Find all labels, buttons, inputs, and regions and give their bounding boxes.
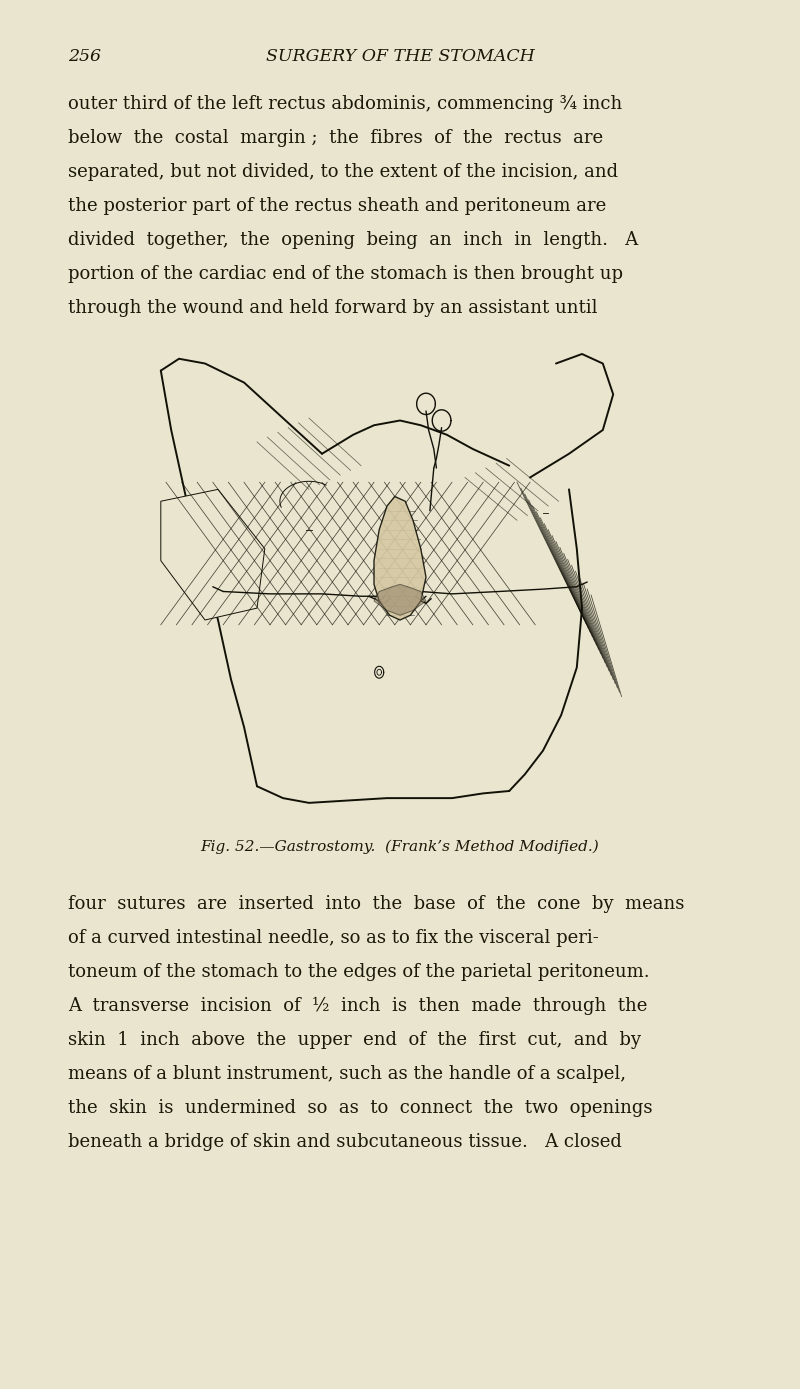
Text: below  the  costal  margin ;  the  fibres  of  the  rectus  are: below the costal margin ; the fibres of … — [68, 129, 603, 147]
Text: separated, but not divided, to the extent of the incision, and: separated, but not divided, to the exten… — [68, 163, 618, 181]
Text: the posterior part of the rectus sheath and peritoneum are: the posterior part of the rectus sheath … — [68, 197, 606, 215]
Text: Fig. 52.—Gastrostomy.  (Frank’s Method Modified.): Fig. 52.—Gastrostomy. (Frank’s Method Mo… — [201, 840, 599, 854]
Text: SURGERY OF THE STOMACH: SURGERY OF THE STOMACH — [266, 49, 534, 65]
Text: skin  1  inch  above  the  upper  end  of  the  first  cut,  and  by: skin 1 inch above the upper end of the f… — [68, 1031, 641, 1049]
Text: means of a blunt instrument, such as the handle of a scalpel,: means of a blunt instrument, such as the… — [68, 1065, 626, 1083]
Text: through the wound and held forward by an assistant until: through the wound and held forward by an… — [68, 299, 598, 317]
Text: the  skin  is  undermined  so  as  to  connect  the  two  openings: the skin is undermined so as to connect … — [68, 1099, 653, 1117]
Text: A  transverse  incision  of  ½  inch  is  then  made  through  the: A transverse incision of ½ inch is then … — [68, 997, 647, 1015]
Text: of a curved intestinal needle, so as to fix the visceral peri-: of a curved intestinal needle, so as to … — [68, 929, 598, 947]
Text: 256: 256 — [68, 49, 101, 65]
Text: divided  together,  the  opening  being  an  inch  in  length.   A: divided together, the opening being an i… — [68, 231, 638, 249]
Polygon shape — [374, 585, 426, 615]
Text: toneum of the stomach to the edges of the parietal peritoneum.: toneum of the stomach to the edges of th… — [68, 963, 650, 981]
Text: beneath a bridge of skin and subcutaneous tissue.   A closed: beneath a bridge of skin and subcutaneou… — [68, 1133, 622, 1151]
Polygon shape — [161, 489, 265, 619]
Polygon shape — [374, 496, 426, 619]
Text: portion of the cardiac end of the stomach is then brought up: portion of the cardiac end of the stomac… — [68, 265, 623, 283]
Text: four  sutures  are  inserted  into  the  base  of  the  cone  by  means: four sutures are inserted into the base … — [68, 895, 684, 913]
Text: outer third of the left rectus abdominis, commencing ¾ inch: outer third of the left rectus abdominis… — [68, 94, 622, 113]
